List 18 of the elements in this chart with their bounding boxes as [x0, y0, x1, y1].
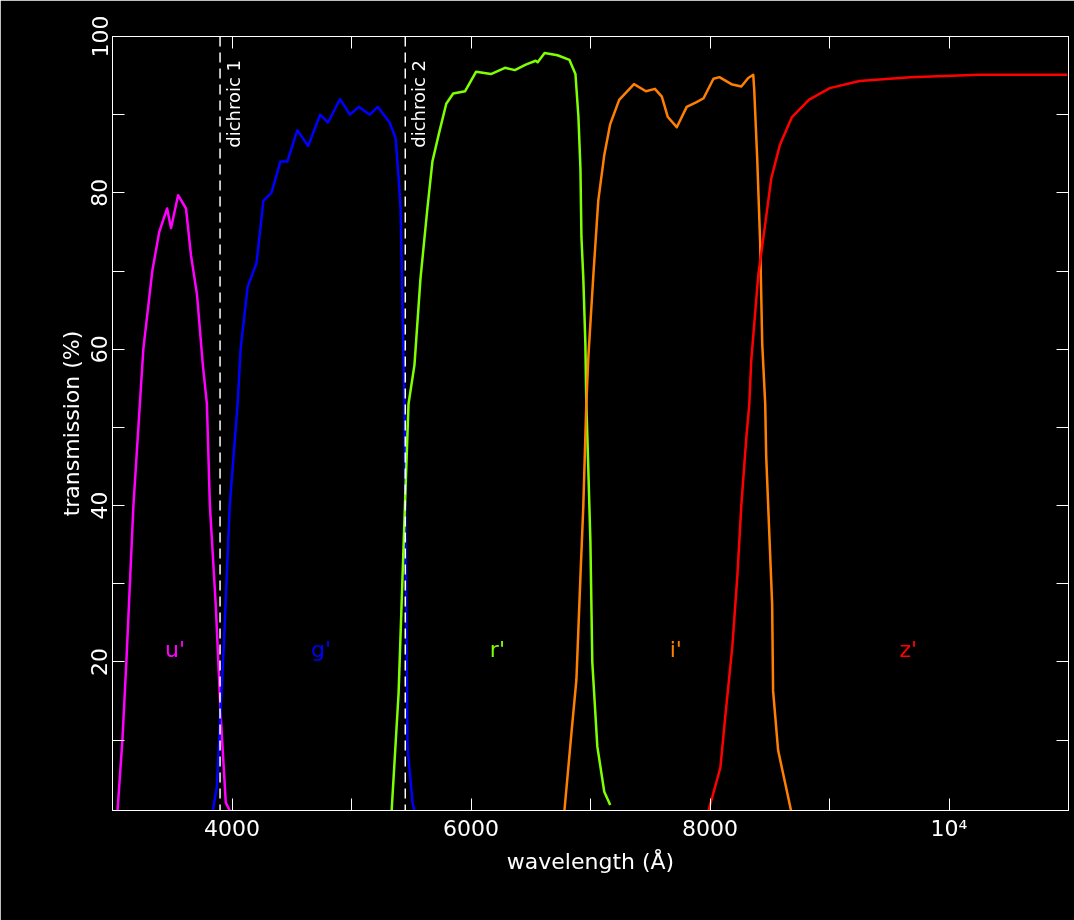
x-tick-label: 10⁴ — [930, 815, 968, 841]
y-axis-title: transmission (%) — [58, 330, 84, 517]
x-tick-label: 6000 — [443, 815, 500, 841]
ref-line-label: dichroic 2 — [408, 59, 430, 148]
text: g' — [311, 636, 332, 662]
text: r' — [489, 636, 505, 662]
series-label: u' — [165, 636, 186, 662]
text: z' — [899, 636, 918, 662]
y-tick-label: 20 — [87, 647, 113, 676]
y-tick-label: 60 — [87, 335, 113, 364]
y-tick-label: 80 — [87, 178, 113, 207]
text: i' — [669, 636, 682, 662]
x-tick-label: 4000 — [204, 815, 261, 841]
x-axis-title: wavelength (Å) — [506, 847, 675, 874]
ref-line-label: dichroic 1 — [223, 59, 245, 148]
y-tick-label: 40 — [87, 491, 113, 520]
y-tick-label: 100 — [87, 15, 113, 58]
x-tick-label: 8000 — [682, 815, 739, 841]
